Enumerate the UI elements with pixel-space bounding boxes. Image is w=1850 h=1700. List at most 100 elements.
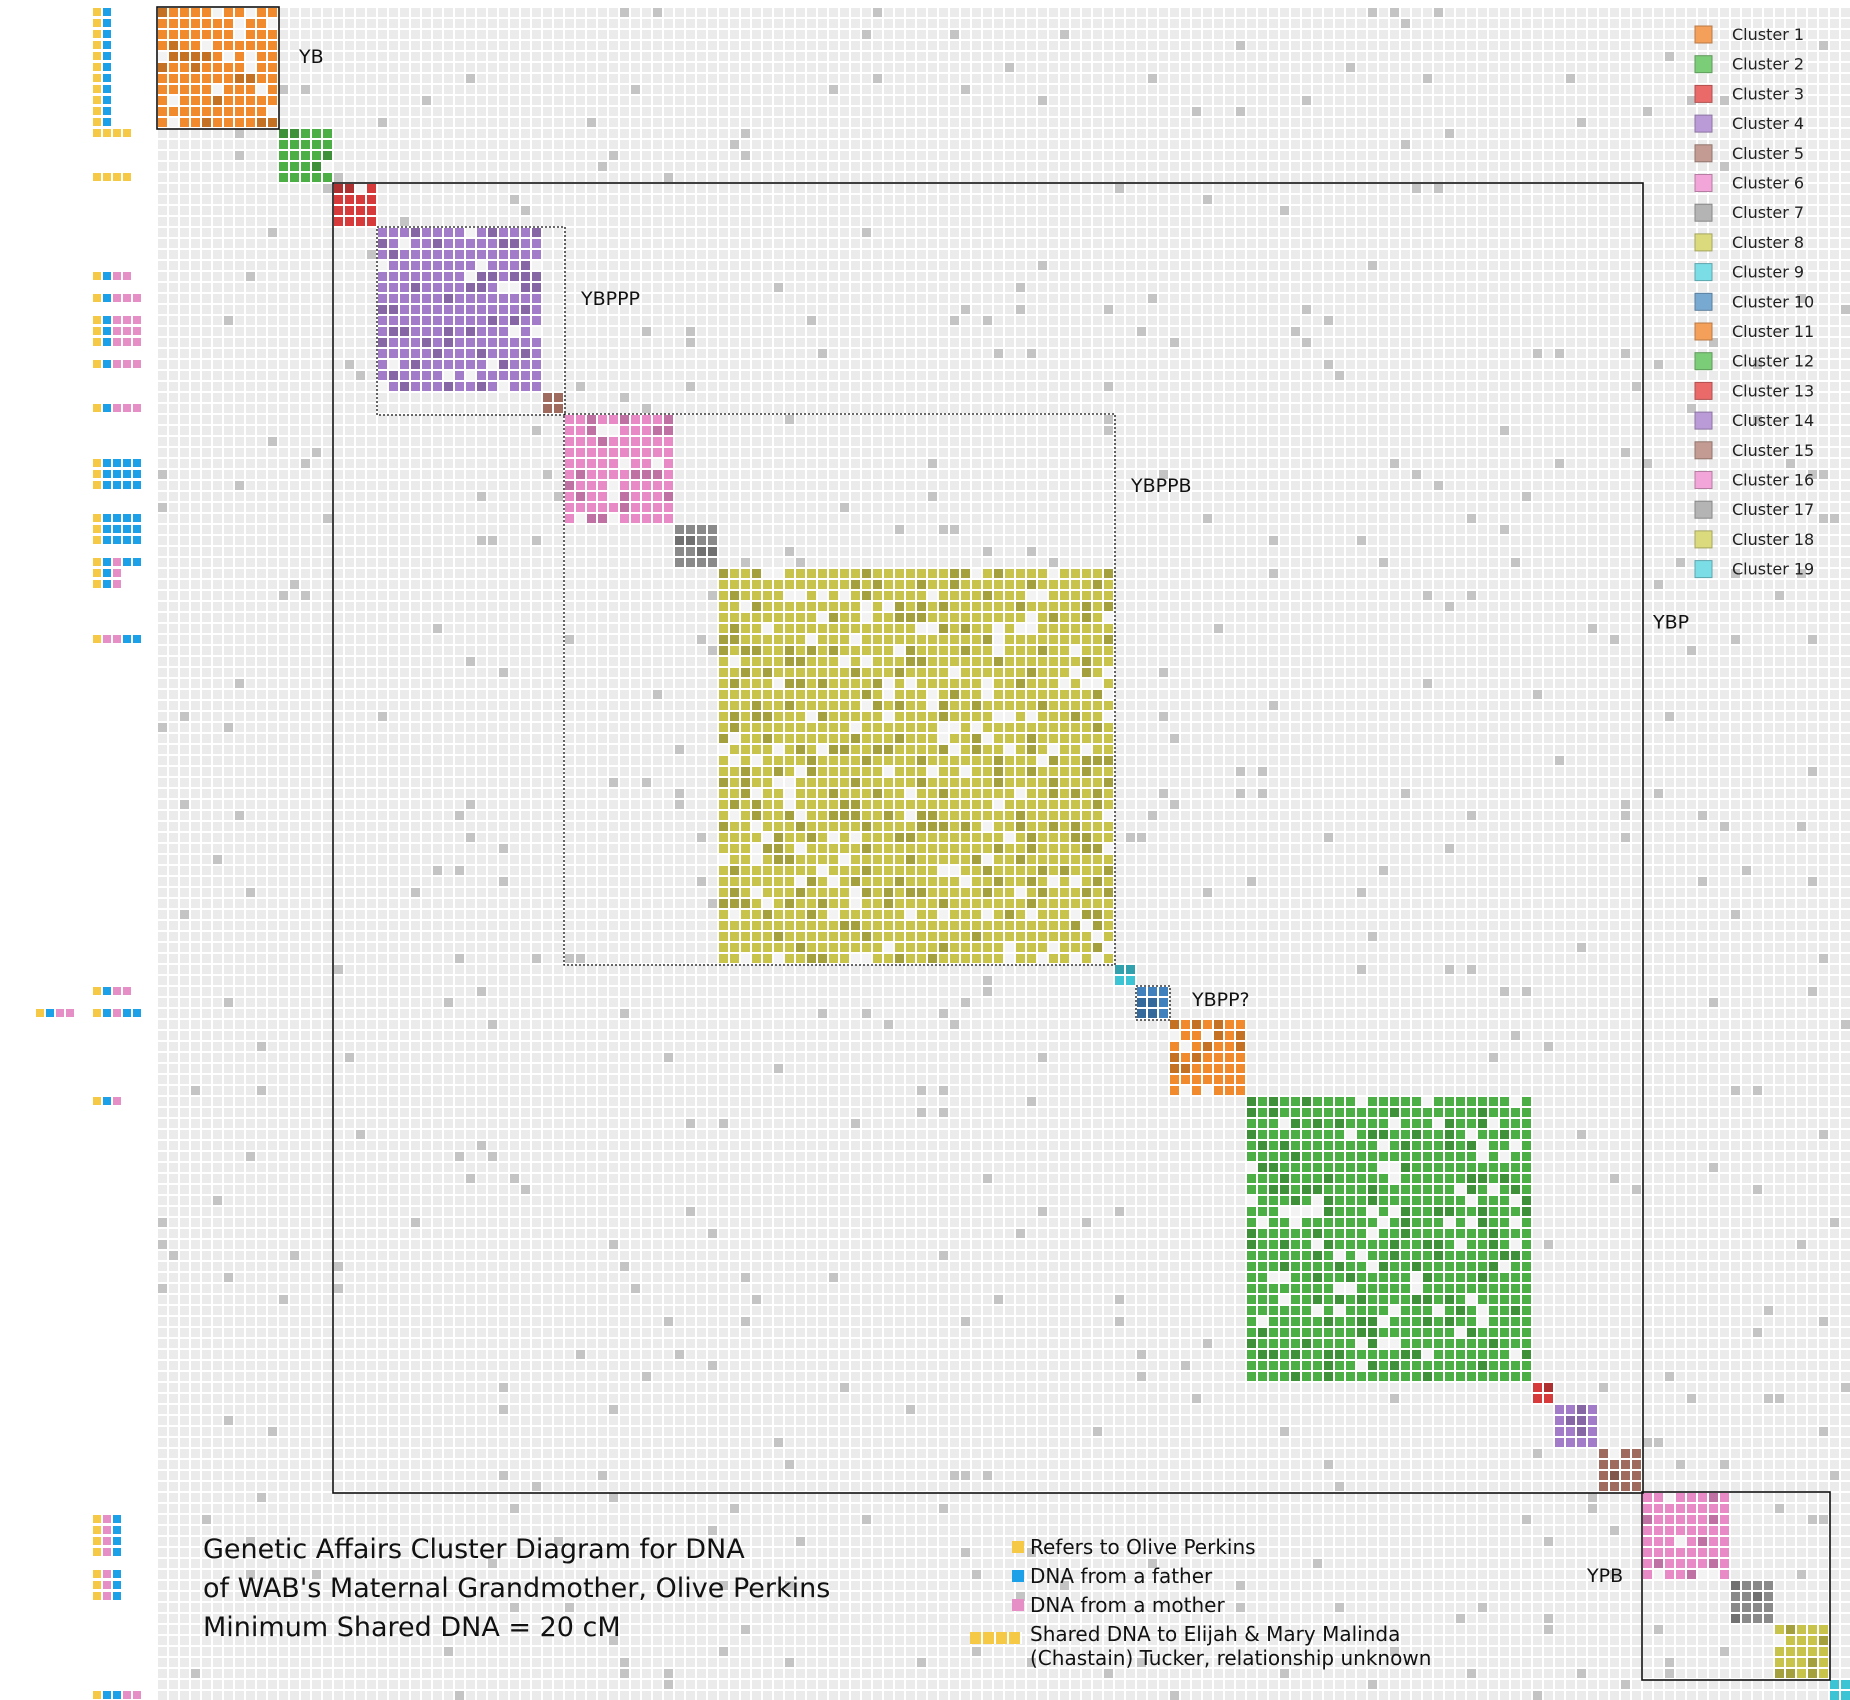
legend-swatch [1694, 352, 1713, 371]
legend-item: Cluster 7 [1694, 203, 1804, 222]
legend-label: Cluster 4 [1732, 114, 1804, 133]
legend-item: Cluster 1 [1694, 25, 1804, 44]
cluster-block-19 [1830, 1680, 1850, 1700]
offdiagonal-matches [158, 8, 1850, 1700]
legend-label: Cluster 15 [1732, 441, 1814, 460]
legend-item: Cluster 10 [1694, 292, 1814, 311]
legend-swatch [1694, 84, 1713, 103]
legend-label: Cluster 14 [1732, 411, 1814, 430]
legend-item: Cluster 9 [1694, 263, 1804, 282]
legend-label: Cluster 8 [1732, 233, 1804, 252]
legend-item: Cluster 14 [1694, 411, 1814, 430]
yellow-strip-marker-icon [970, 1632, 1022, 1644]
key-item-label: DNA from a mother [1030, 1593, 1225, 1617]
cluster-block-15 [1599, 1449, 1641, 1491]
legend-item: Cluster 19 [1694, 560, 1814, 579]
cluster-block-6 [565, 415, 673, 523]
cluster-block-3 [334, 184, 376, 226]
group-outline-ybpp [1135, 985, 1171, 1021]
legend-swatch [1694, 500, 1713, 519]
legend-label: Cluster 2 [1732, 55, 1804, 74]
legend-swatch [1694, 471, 1713, 489]
legend-label: Cluster 6 [1732, 174, 1804, 193]
legend-item: Cluster 13 [1694, 381, 1814, 400]
legend-item: Cluster 2 [1694, 55, 1804, 74]
legend-item: Cluster 11 [1694, 322, 1814, 341]
cluster-block-2 [279, 129, 332, 182]
group-label: YBPPB [1130, 475, 1192, 497]
group-outline-ybp [332, 182, 1644, 1494]
legend-label: Cluster 11 [1732, 322, 1814, 341]
group-label: YPB [1586, 1565, 1623, 1587]
title-line-2: of WAB's Maternal Grandmother, Olive Per… [203, 1573, 831, 1604]
legend-item: Cluster 8 [1694, 233, 1804, 252]
legend-label: Cluster 13 [1732, 381, 1814, 400]
cluster-block-11 [1170, 1020, 1245, 1095]
cluster-block-16 [1643, 1493, 1729, 1579]
cluster-block-17 [1731, 1581, 1773, 1623]
legend-swatch [1694, 292, 1713, 311]
legend-label: Cluster 5 [1732, 144, 1804, 163]
legend-label: Cluster 9 [1732, 263, 1804, 282]
cluster-block-12 [1247, 1097, 1531, 1381]
legend-item: Cluster 12 [1694, 352, 1814, 371]
legend-swatch [1694, 441, 1713, 460]
legend-label: Cluster 3 [1732, 84, 1804, 103]
legend-item: Cluster 16 [1694, 471, 1814, 490]
legend-item: Cluster 17 [1694, 500, 1814, 519]
cluster-block-7 [675, 525, 717, 567]
cluster-block-8 [719, 569, 1113, 963]
legend-label: Cluster 7 [1732, 203, 1804, 222]
legend-label: Cluster 18 [1732, 530, 1814, 549]
blue-marker-icon [1012, 1570, 1024, 1582]
group-outline-ybppp [376, 226, 566, 416]
legend-label: Cluster 12 [1732, 352, 1814, 371]
cluster-block-18 [1775, 1625, 1828, 1678]
legend-item: Cluster 4 [1694, 114, 1804, 133]
legend-item: Cluster 6 [1694, 174, 1804, 193]
key-item-label: Refers to Olive Perkins [1030, 1535, 1256, 1559]
shared-note-line-2: (Chastain) Tucker, relationship unknown [1030, 1646, 1432, 1670]
legend-swatch [1694, 114, 1713, 133]
group-label: YBPPP [580, 288, 640, 310]
legend-item: Cluster 15 [1694, 441, 1814, 460]
shared-note: Shared DNA to Elijah & Mary Malinda (Cha… [1030, 1622, 1431, 1670]
legend-swatch [1694, 411, 1713, 430]
title-line-3: Minimum Shared DNA = 20 cM [203, 1612, 621, 1643]
legend-label: Cluster 10 [1732, 292, 1814, 311]
cluster-legend: Cluster 1 Cluster 2 Cluster 3 Cluster 4 Clus… [1694, 25, 1814, 579]
key-item-label: DNA from a father [1030, 1564, 1213, 1588]
group-outline-yb [156, 6, 280, 130]
legend-swatch [1694, 25, 1713, 44]
legend-label: Cluster 17 [1732, 500, 1814, 519]
group-outline-ybppb [563, 413, 1116, 966]
legend-label: Cluster 16 [1732, 471, 1814, 490]
legend-item: Cluster 18 [1694, 530, 1814, 549]
cluster-block-14 [1555, 1405, 1597, 1447]
yellow-marker-icon [1012, 1541, 1024, 1553]
cluster-block-5 [543, 393, 563, 413]
legend-swatch [1694, 530, 1713, 549]
legend-item: Cluster 5 [1694, 144, 1804, 163]
cluster-block-13 [1533, 1383, 1553, 1403]
cluster-block-1 [158, 8, 277, 127]
pink-marker-icon [1012, 1599, 1024, 1611]
legend-swatch [1694, 322, 1713, 341]
legend-label: Cluster 19 [1732, 560, 1814, 579]
legend-swatch [1694, 55, 1713, 74]
legend-swatch [1694, 560, 1713, 579]
diagram-title: Genetic Affairs Cluster Diagram for DNA … [203, 1530, 903, 1647]
legend-swatch [1694, 263, 1713, 282]
row-markers [36, 8, 141, 1699]
cluster-block-4 [378, 228, 541, 391]
legend-label: Cluster 1 [1732, 25, 1804, 44]
cluster-block-9 [1115, 965, 1135, 985]
group-label: YB [298, 46, 324, 68]
group-label: YBPP? [1191, 989, 1250, 1011]
title-line-1: Genetic Affairs Cluster Diagram for DNA [203, 1534, 745, 1565]
legend-swatch [1694, 174, 1713, 192]
legend-swatch [1694, 233, 1713, 252]
legend-swatch [1694, 381, 1713, 400]
